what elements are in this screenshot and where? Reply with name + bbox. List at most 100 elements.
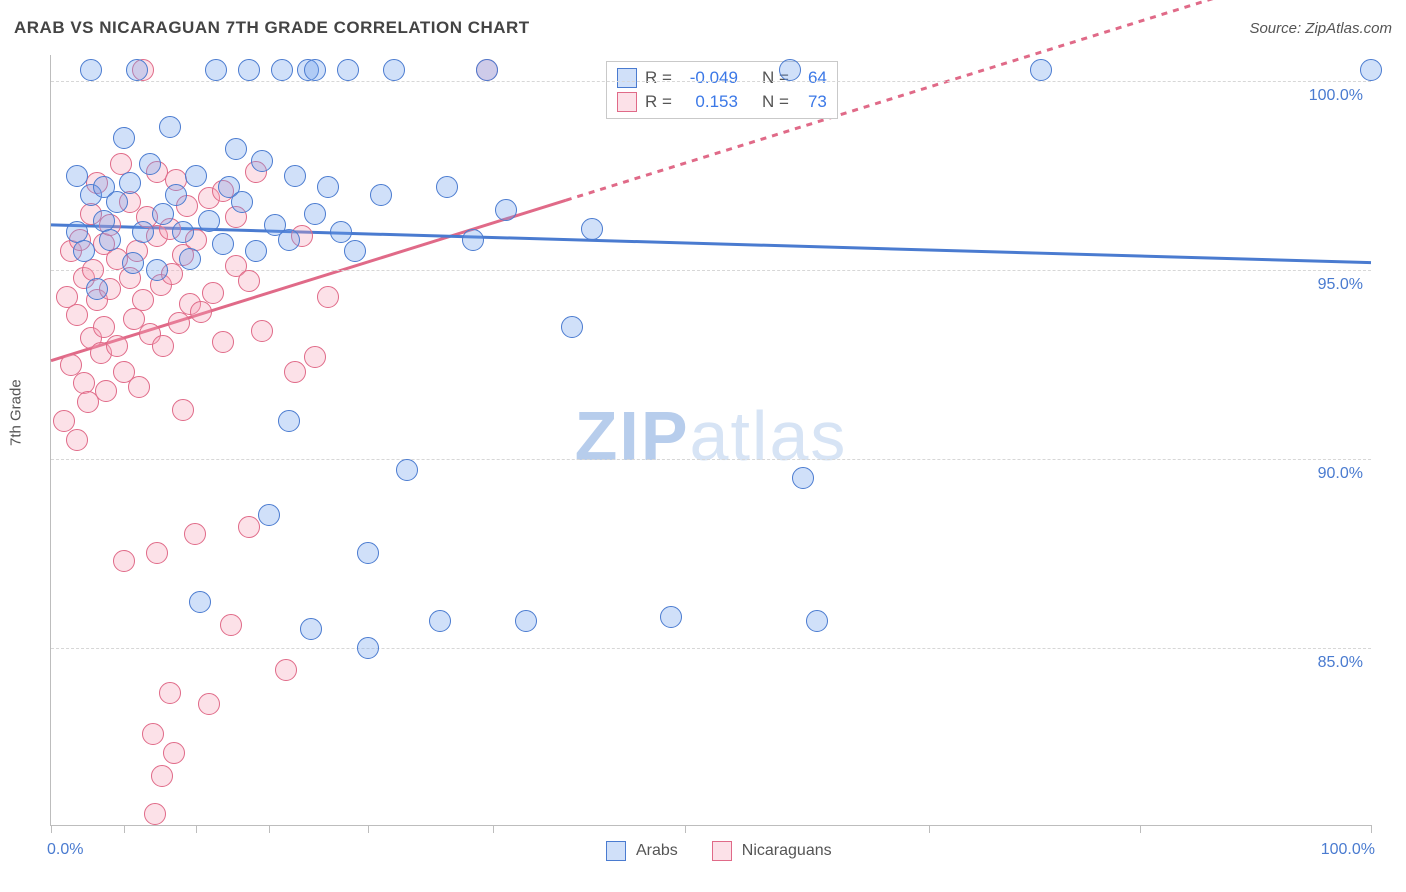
y-tick-label: 100.0% bbox=[1309, 87, 1363, 105]
x-tick bbox=[685, 825, 686, 833]
scatter-point-nicaraguans bbox=[66, 429, 88, 451]
scatter-point-arabs bbox=[212, 233, 234, 255]
x-tick bbox=[493, 825, 494, 833]
y-tick-label: 85.0% bbox=[1318, 654, 1363, 672]
scatter-point-arabs bbox=[146, 259, 168, 281]
scatter-point-nicaraguans bbox=[60, 354, 82, 376]
y-axis-title: 7th Grade bbox=[8, 379, 25, 446]
scatter-point-arabs bbox=[165, 184, 187, 206]
scatter-point-arabs bbox=[225, 138, 247, 160]
scatter-point-nicaraguans bbox=[172, 399, 194, 421]
scatter-point-arabs bbox=[436, 176, 458, 198]
scatter-point-arabs bbox=[495, 199, 517, 221]
x-tick bbox=[1371, 825, 1372, 833]
scatter-point-nicaraguans bbox=[238, 270, 260, 292]
scatter-point-nicaraguans bbox=[146, 542, 168, 564]
scatter-point-arabs bbox=[205, 59, 227, 81]
scatter-point-arabs bbox=[337, 59, 359, 81]
scatter-point-arabs bbox=[581, 218, 603, 240]
scatter-point-arabs bbox=[66, 165, 88, 187]
scatter-point-arabs bbox=[73, 240, 95, 262]
scatter-point-arabs bbox=[660, 606, 682, 628]
scatter-point-arabs bbox=[122, 252, 144, 274]
swatch-nicaraguans bbox=[712, 841, 732, 861]
scatter-point-arabs bbox=[357, 637, 379, 659]
scatter-point-nicaraguans bbox=[151, 765, 173, 787]
scatter-point-nicaraguans bbox=[113, 550, 135, 572]
y-tick-label: 90.0% bbox=[1318, 465, 1363, 483]
source-label: Source: ZipAtlas.com bbox=[1249, 20, 1392, 37]
scatter-point-arabs bbox=[271, 59, 293, 81]
n-label: N = bbox=[762, 92, 789, 112]
scatter-point-nicaraguans bbox=[238, 516, 260, 538]
plot-area: ZIPatlas R = -0.049 N = 64 R = 0.153 N =… bbox=[50, 55, 1371, 826]
scatter-point-arabs bbox=[86, 278, 108, 300]
scatter-point-arabs bbox=[99, 229, 121, 251]
scatter-point-nicaraguans bbox=[198, 693, 220, 715]
scatter-point-arabs bbox=[370, 184, 392, 206]
scatter-point-arabs bbox=[792, 467, 814, 489]
x-axis-max-label: 100.0% bbox=[1321, 841, 1375, 859]
scatter-point-arabs bbox=[231, 191, 253, 213]
scatter-point-nicaraguans bbox=[159, 682, 181, 704]
n-value-nicaraguans: 73 bbox=[797, 92, 827, 112]
scatter-point-arabs bbox=[106, 191, 128, 213]
scatter-point-arabs bbox=[317, 176, 339, 198]
r-value-arabs: -0.049 bbox=[680, 68, 738, 88]
x-tick bbox=[51, 825, 52, 833]
scatter-point-arabs bbox=[238, 59, 260, 81]
gridline bbox=[51, 648, 1371, 649]
x-axis-min-label: 0.0% bbox=[47, 841, 83, 859]
scatter-point-arabs bbox=[172, 221, 194, 243]
scatter-point-nicaraguans bbox=[284, 361, 306, 383]
scatter-point-arabs bbox=[462, 229, 484, 251]
scatter-point-arabs bbox=[330, 221, 352, 243]
gridline bbox=[51, 81, 1371, 82]
scatter-point-nicaraguans bbox=[142, 723, 164, 745]
scatter-point-arabs bbox=[278, 410, 300, 432]
scatter-point-nicaraguans bbox=[212, 331, 234, 353]
r-value-nicaraguans: 0.153 bbox=[680, 92, 738, 112]
scatter-point-arabs bbox=[476, 59, 498, 81]
scatter-point-nicaraguans bbox=[168, 312, 190, 334]
scatter-point-nicaraguans bbox=[53, 410, 75, 432]
scatter-point-nicaraguans bbox=[317, 286, 339, 308]
scatter-point-nicaraguans bbox=[93, 316, 115, 338]
scatter-point-arabs bbox=[152, 203, 174, 225]
scatter-point-arabs bbox=[383, 59, 405, 81]
stats-row-nicaraguans: R = 0.153 N = 73 bbox=[617, 90, 827, 114]
scatter-point-arabs bbox=[561, 316, 583, 338]
scatter-point-arabs bbox=[429, 610, 451, 632]
scatter-point-arabs bbox=[806, 610, 828, 632]
scatter-point-arabs bbox=[119, 172, 141, 194]
scatter-point-nicaraguans bbox=[275, 659, 297, 681]
scatter-point-nicaraguans bbox=[128, 376, 150, 398]
n-value-arabs: 64 bbox=[797, 68, 827, 88]
scatter-point-arabs bbox=[515, 610, 537, 632]
scatter-point-arabs bbox=[245, 240, 267, 262]
scatter-point-arabs bbox=[344, 240, 366, 262]
scatter-point-arabs bbox=[179, 248, 201, 270]
scatter-point-nicaraguans bbox=[144, 803, 166, 825]
scatter-point-arabs bbox=[126, 59, 148, 81]
y-tick-label: 95.0% bbox=[1318, 276, 1363, 294]
scatter-point-arabs bbox=[304, 203, 326, 225]
scatter-point-arabs bbox=[251, 150, 273, 172]
scatter-point-nicaraguans bbox=[304, 346, 326, 368]
stats-legend: R = -0.049 N = 64 R = 0.153 N = 73 bbox=[606, 61, 838, 119]
scatter-point-arabs bbox=[113, 127, 135, 149]
scatter-point-arabs bbox=[132, 221, 154, 243]
swatch-arabs bbox=[617, 68, 637, 88]
scatter-point-arabs bbox=[198, 210, 220, 232]
x-tick bbox=[196, 825, 197, 833]
scatter-point-arabs bbox=[185, 165, 207, 187]
x-tick bbox=[929, 825, 930, 833]
scatter-point-arabs bbox=[80, 59, 102, 81]
scatter-point-nicaraguans bbox=[251, 320, 273, 342]
scatter-point-arabs bbox=[357, 542, 379, 564]
scatter-point-arabs bbox=[304, 59, 326, 81]
scatter-point-nicaraguans bbox=[190, 301, 212, 323]
scatter-point-arabs bbox=[1360, 59, 1382, 81]
scatter-point-arabs bbox=[396, 459, 418, 481]
scatter-point-arabs bbox=[1030, 59, 1052, 81]
